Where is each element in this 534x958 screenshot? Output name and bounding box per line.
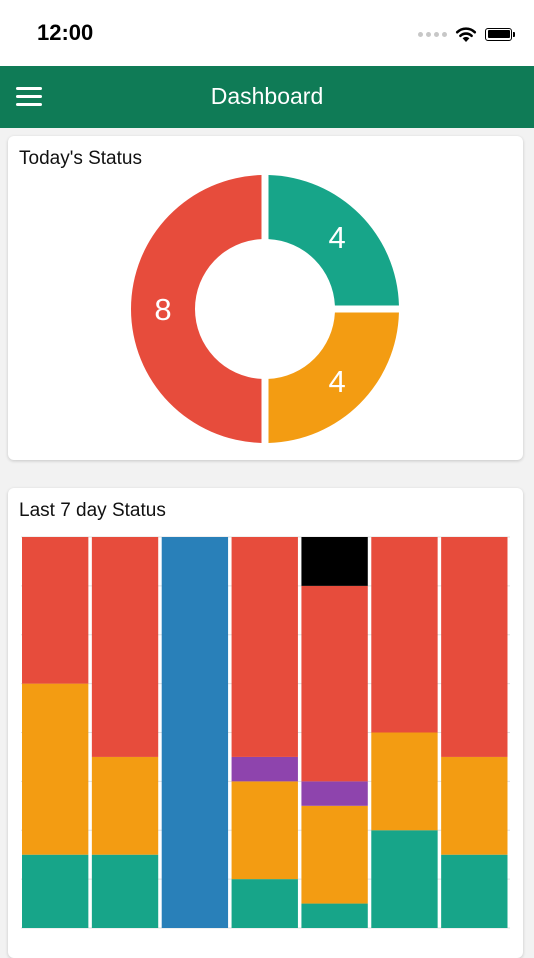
bar-segment-0-4	[22, 537, 89, 684]
todays-status-card: Today's Status 4 4 8	[8, 136, 523, 460]
page-title: Dashboard	[210, 83, 324, 109]
bar-segment-1-1	[91, 756, 159, 855]
bar-segment-4-1	[301, 805, 368, 904]
bar-segment-4-2	[301, 781, 368, 806]
bar-segment-1-4	[91, 537, 159, 757]
bar-segment-4-4	[301, 585, 368, 782]
bar-segment-0-1	[22, 683, 89, 855]
wifi-icon	[455, 27, 477, 42]
bar-segment-3-4	[231, 537, 298, 757]
status-time: 12:00	[37, 20, 94, 45]
donut-label-0: 4	[328, 220, 345, 255]
last-7-day-status-card: Last 7 day Status	[8, 488, 523, 958]
todays-status-title: Today's Status	[19, 148, 142, 169]
battery-icon	[485, 27, 515, 41]
bar-segment-4-5	[301, 537, 368, 586]
bar-segment-6-0	[441, 854, 508, 928]
status-bar: 12:00	[0, 0, 534, 66]
bar-segment-0-0	[22, 854, 89, 928]
bar-segment-6-4	[441, 537, 508, 757]
donut-slice-1	[268, 312, 399, 443]
bar-segment-3-2	[231, 756, 298, 782]
donut-label-1: 4	[328, 364, 345, 399]
last-7-day-status-bar-chart	[21, 536, 510, 929]
signal-icon	[418, 31, 447, 37]
donut-slice-0	[268, 175, 399, 306]
last-7-day-status-title: Last 7 day Status	[19, 500, 166, 521]
bar-segment-3-0	[231, 879, 298, 928]
menu-icon[interactable]	[14, 84, 44, 108]
bar-segment-3-1	[231, 781, 298, 880]
bar-segment-5-1	[371, 732, 438, 831]
status-icons	[418, 24, 515, 44]
bar-segment-4-0	[301, 903, 368, 928]
bar-segment-5-0	[371, 830, 438, 928]
bar-segment-6-1	[441, 756, 508, 855]
app-header: Dashboard	[0, 66, 534, 128]
todays-status-donut-chart: 4 4 8	[131, 175, 399, 443]
bar-segment-2-3	[161, 537, 229, 928]
bar-segment-1-0	[91, 854, 159, 928]
bar-segment-5-4	[371, 537, 438, 733]
donut-label-2: 8	[154, 292, 171, 327]
donut-slice-2	[131, 175, 262, 443]
